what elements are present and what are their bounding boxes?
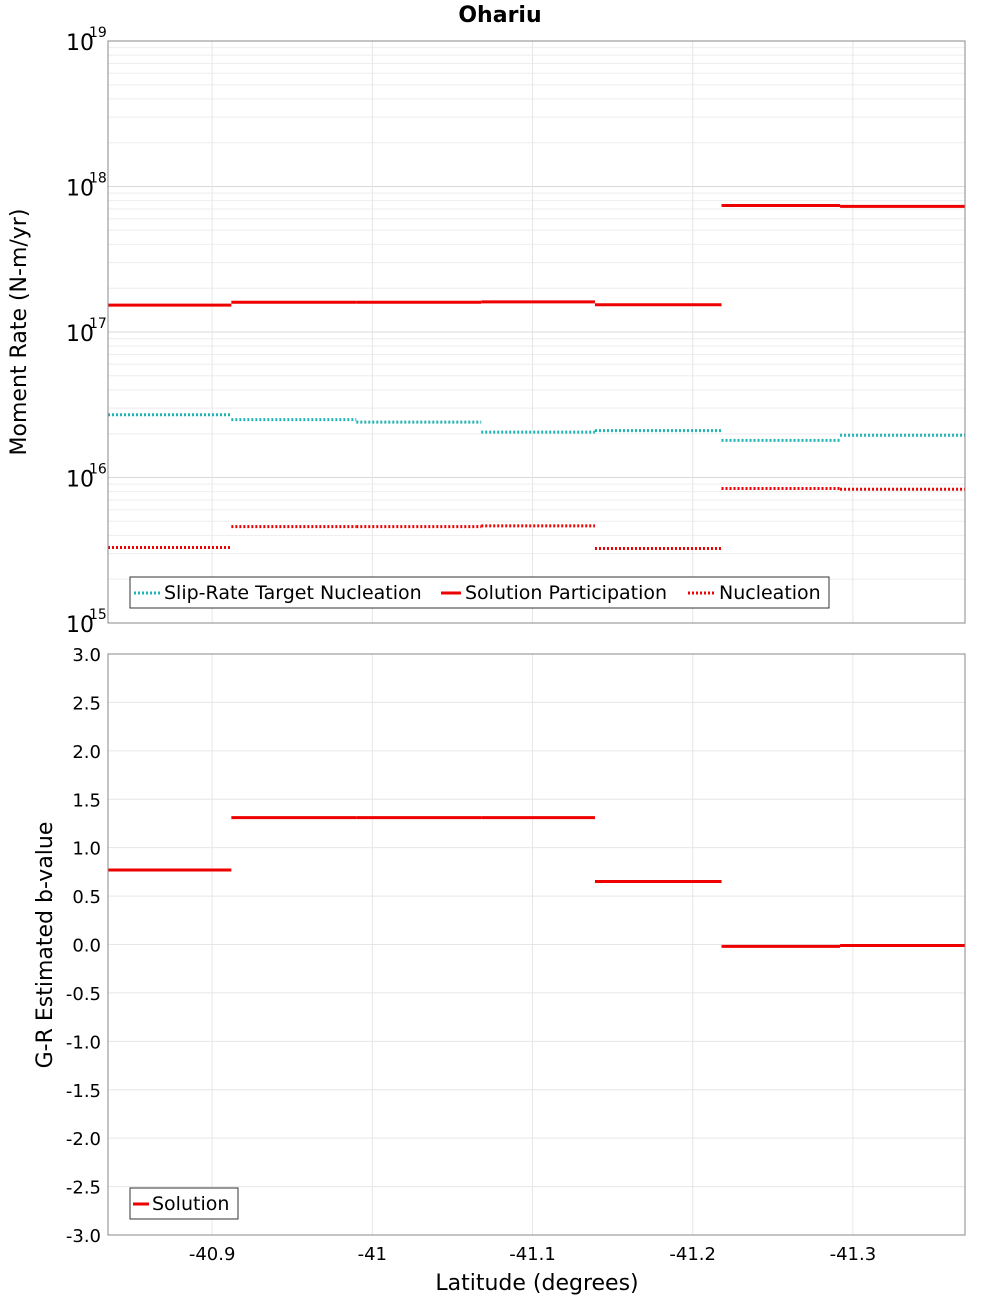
- top-y-tick-base: 10: [66, 31, 94, 56]
- bottom-gridlines: [108, 653, 965, 1236]
- legend-label-slip-rate: Slip-Rate Target Nucleation: [164, 582, 422, 604]
- bottom-y-tick-labels: 3.0 2.5 2.0 1.5 1.0 0.5 0.0 -0.5 -1.0 -1.5 -2.0 -2.…: [66, 645, 101, 1247]
- legend-label-nucleation: Nucleation: [719, 582, 821, 604]
- top-y-tick-exponent: 17: [89, 316, 107, 332]
- bottom-plot-frame: [107, 653, 966, 1236]
- top-y-tick-exponent: 18: [89, 171, 107, 187]
- x-axis-label: Latitude (degrees): [435, 1271, 638, 1296]
- bottom-y-axis-label: G-R Estimated b-value: [33, 822, 58, 1069]
- x-tick-label: -40.9: [189, 1244, 236, 1265]
- bottom-y-tick-label: -0.5: [66, 984, 101, 1005]
- bottom-y-tick-label: -1.0: [66, 1032, 101, 1053]
- top-y-tick-base: 10: [66, 322, 94, 347]
- bottom-y-tick-label: 3.0: [72, 645, 101, 666]
- bottom-y-tick-label: 1.0: [72, 839, 101, 860]
- top-y-tick-exponent: 16: [89, 462, 107, 478]
- x-tick-label: -41.2: [669, 1244, 716, 1265]
- bottom-y-tick-label: -2.0: [66, 1129, 101, 1150]
- top-y-tick-exponent: 15: [89, 607, 107, 623]
- bottom-y-tick-label: 2.5: [72, 693, 101, 714]
- bottom-y-tick-label: -1.5: [66, 1081, 101, 1102]
- bottom-y-tick-label: 0.0: [72, 936, 101, 957]
- bottom-series-group: [108, 816, 965, 948]
- x-tick-label: -41: [358, 1244, 387, 1265]
- x-tick-label: -41.3: [830, 1244, 877, 1265]
- x-tick-label: -41.1: [509, 1244, 556, 1265]
- top-y-tick-exponent: 19: [89, 25, 107, 41]
- bottom-y-tick-label: 0.5: [72, 887, 101, 908]
- chart-title: Ohariu: [458, 3, 541, 28]
- legend-label-solution: Solution: [152, 1193, 229, 1215]
- top-y-tick-base: 10: [66, 613, 94, 638]
- bottom-legend: Solution: [129, 1187, 239, 1220]
- top-y-tick-base: 10: [66, 177, 94, 202]
- top-legend: Slip-Rate Target Nucleation Solution Par…: [129, 576, 830, 609]
- bottom-y-tick-label: -3.0: [66, 1226, 101, 1247]
- top-series-group: [108, 204, 965, 551]
- top-plot-frame: [107, 40, 966, 624]
- bottom-y-tick-label: 1.5: [72, 790, 101, 811]
- x-tick-labels: -40.9 -41 -41.1 -41.2 -41.3: [189, 1244, 876, 1265]
- bottom-y-tick-label: 2.0: [72, 742, 101, 763]
- bottom-y-tick-label: -2.5: [66, 1178, 101, 1199]
- top-y-tick-base: 10: [66, 468, 94, 493]
- top-y-axis-label: Moment Rate (N-m/yr): [7, 209, 32, 456]
- bottom-legend-box: [129, 1187, 239, 1220]
- legend-label-participation: Solution Participation: [465, 582, 667, 604]
- top-gridlines: [108, 41, 965, 624]
